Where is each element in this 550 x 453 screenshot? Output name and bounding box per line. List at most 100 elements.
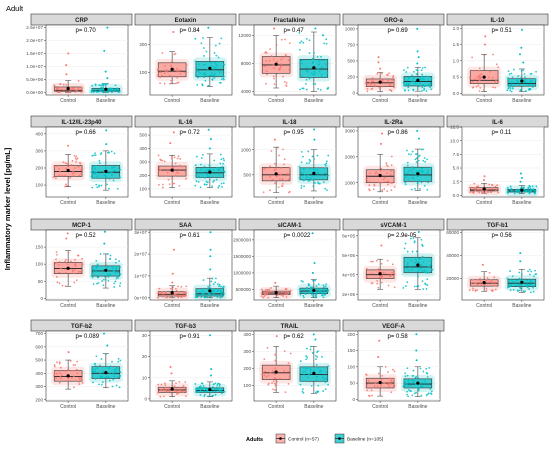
data-point (181, 165, 184, 168)
data-point (113, 282, 116, 285)
data-point (320, 291, 322, 293)
data-point (489, 191, 492, 194)
data-point (270, 55, 273, 57)
data-point (220, 78, 223, 81)
y-tick-label: 5.0 (453, 166, 460, 171)
data-point (494, 189, 497, 192)
x-tick-label: Baseline (200, 404, 219, 410)
legend-item: Control (n=57) (275, 433, 319, 444)
data-point (175, 390, 178, 393)
data-point (80, 172, 82, 175)
data-point (208, 169, 211, 171)
data-point (411, 74, 413, 77)
data-point (476, 278, 479, 281)
outlier-point (313, 128, 316, 131)
data-point (212, 383, 215, 386)
data-point (512, 81, 515, 84)
data-point (324, 293, 326, 296)
outlier-point (416, 62, 419, 65)
data-point (163, 160, 166, 163)
data-point (410, 237, 412, 240)
data-point (406, 281, 409, 284)
data-point (488, 271, 491, 274)
data-point (479, 75, 482, 78)
data-point (206, 169, 209, 172)
data-point (91, 276, 94, 279)
data-point (509, 278, 512, 281)
data-point (194, 164, 197, 167)
data-point (272, 380, 275, 382)
data-point (534, 269, 536, 272)
data-point (470, 81, 473, 84)
data-point (378, 86, 381, 89)
data-point (407, 395, 410, 398)
data-point (403, 170, 406, 173)
series-control (155, 366, 190, 398)
y-tick-label: 300 (35, 384, 43, 389)
data-point (172, 286, 174, 288)
data-point (407, 269, 410, 272)
data-point (161, 186, 164, 189)
data-point (373, 84, 376, 87)
data-point (203, 76, 206, 79)
data-point (468, 289, 471, 292)
outlier-point (311, 232, 314, 235)
data-point (385, 162, 388, 165)
data-point (66, 379, 69, 382)
data-point (276, 60, 279, 63)
outlier-point (65, 64, 68, 67)
data-point (208, 164, 211, 167)
data-point (305, 38, 308, 40)
data-point (98, 364, 101, 367)
mean-point (482, 75, 486, 79)
data-point (105, 175, 107, 178)
data-point (156, 74, 159, 77)
data-point (199, 389, 202, 392)
data-point (64, 285, 67, 287)
data-point (411, 150, 414, 153)
data-point (512, 288, 515, 291)
data-point (309, 368, 311, 370)
data-point (317, 87, 319, 90)
series-control (51, 232, 86, 287)
data-point (110, 174, 113, 176)
data-point (422, 288, 425, 291)
data-point (422, 261, 425, 264)
data-point (427, 181, 430, 184)
data-point (516, 191, 518, 194)
x-tick-label: Baseline (408, 303, 427, 309)
data-point (417, 155, 420, 158)
data-point (168, 390, 171, 392)
data-point (100, 377, 103, 379)
data-point (299, 293, 302, 296)
data-point (496, 75, 499, 77)
data-point (197, 76, 199, 79)
data-point (314, 169, 317, 171)
data-point (107, 276, 110, 278)
data-point (285, 293, 288, 296)
data-point (266, 52, 268, 54)
data-point (109, 254, 112, 257)
y-tick-label: 1500000 (233, 254, 251, 259)
mean-point (416, 381, 420, 385)
data-point (314, 279, 317, 282)
data-point (506, 277, 509, 280)
data-point (430, 260, 432, 262)
data-point (369, 172, 371, 174)
data-point (494, 86, 497, 89)
data-point (325, 377, 328, 380)
outlier-point (275, 335, 278, 338)
data-point (428, 366, 431, 369)
data-point (220, 37, 223, 40)
data-point (305, 82, 307, 85)
data-point (299, 60, 302, 63)
data-point (374, 172, 377, 175)
data-point (305, 368, 308, 371)
data-point (407, 77, 410, 79)
data-point (517, 189, 520, 191)
data-point (302, 41, 305, 44)
data-point (288, 42, 291, 45)
x-tick-label: Control (372, 200, 388, 206)
data-point (173, 53, 176, 56)
